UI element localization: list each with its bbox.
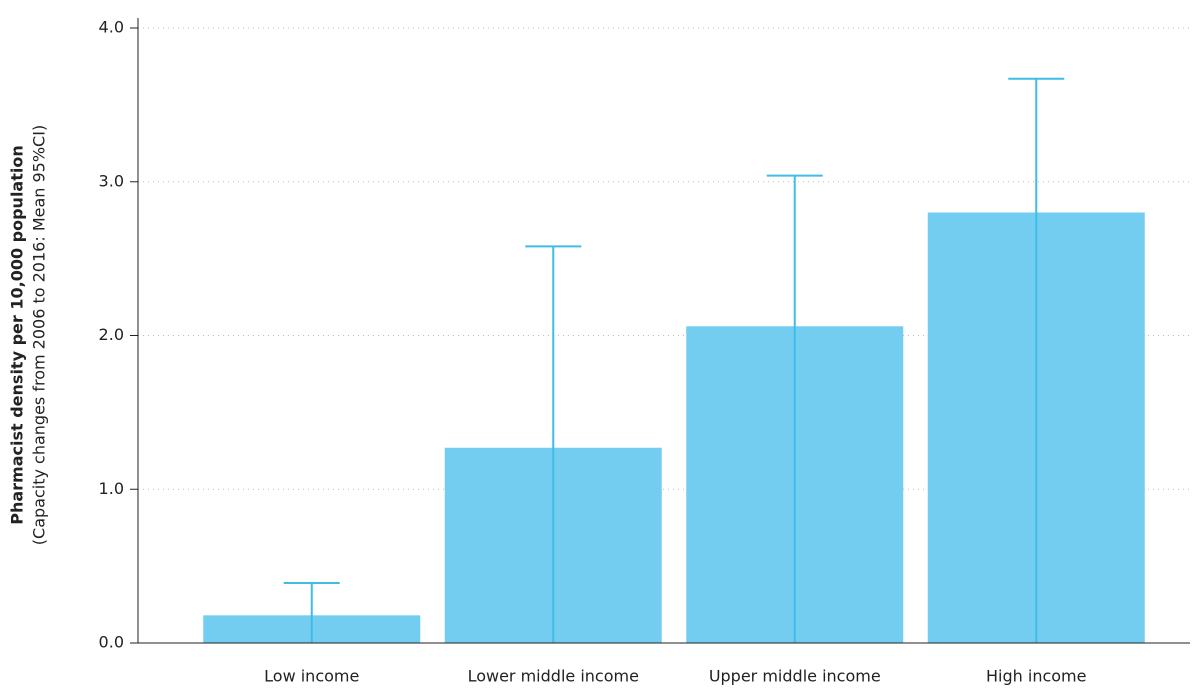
y-tick-label: 1.0 — [99, 479, 124, 498]
y-axis-title: Pharmacist density per 10,000 population — [8, 145, 27, 525]
x-tick-label: High income — [986, 667, 1086, 686]
x-tick-label: Upper middle income — [709, 667, 881, 686]
y-tick-label: 4.0 — [99, 18, 124, 37]
y-tick-label: 2.0 — [99, 325, 124, 344]
x-tick-label: Lower middle income — [468, 667, 639, 686]
y-tick-label: 3.0 — [99, 171, 124, 190]
y-axis-subtitle: (Capacity changes from 2006 to 2016: Mea… — [30, 125, 49, 545]
x-tick-label: Low income — [264, 667, 359, 686]
y-tick-label: 0.0 — [99, 633, 124, 652]
